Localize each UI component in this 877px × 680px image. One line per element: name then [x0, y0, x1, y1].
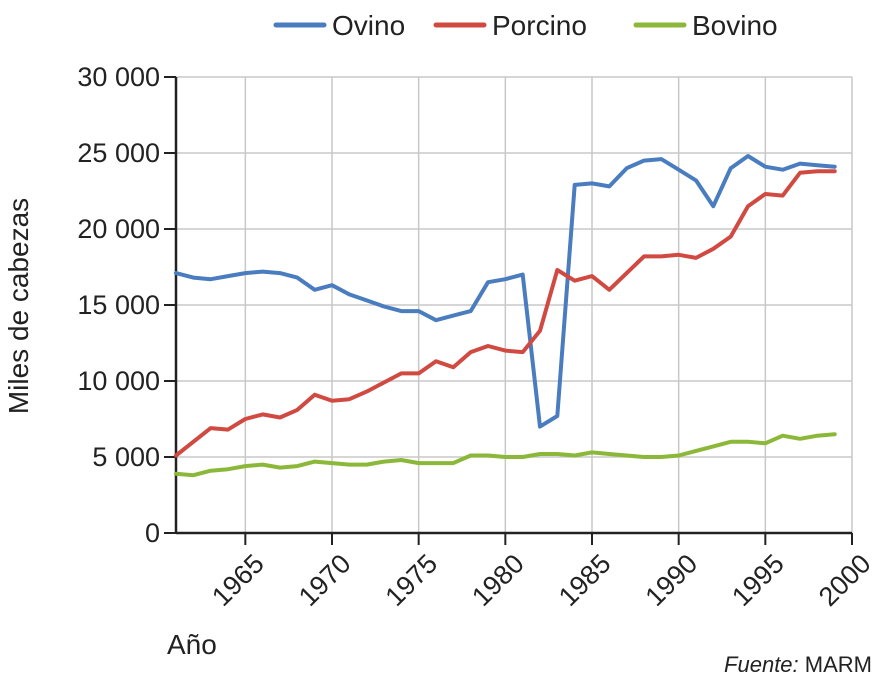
legend-label-ovino: Ovino [332, 10, 405, 41]
series-line-porcino [174, 169, 837, 458]
x-tick-label: 1965 [206, 548, 270, 612]
series-line-bovino [174, 432, 837, 478]
x-tick-label: 1980 [466, 548, 530, 612]
legend-label-bovino: Bovino [692, 10, 778, 41]
x-tick-label: 1995 [726, 548, 790, 612]
x-axis: 1965 1970 1975 1980 1985 1990 1995 2000 [176, 531, 877, 612]
source-note: Fuente: MARM [724, 652, 872, 677]
x-tick-label: 1975 [380, 548, 444, 612]
x-tick-label: 1970 [293, 548, 357, 612]
y-tick-label: 10 000 [77, 366, 160, 396]
legend-label-porcino: Porcino [492, 10, 587, 41]
y-tick-label: 0 [145, 518, 160, 548]
y-tick-label: 30 000 [77, 62, 160, 92]
x-tick-label: 1990 [640, 548, 704, 612]
y-tick-label: 15 000 [77, 290, 160, 320]
y-tick-label: 20 000 [77, 214, 160, 244]
y-axis: 0 5 000 10 000 15 000 20 000 25 000 30 000 [77, 62, 178, 548]
x-axis-title: Año [167, 629, 217, 660]
y-axis-title: Miles de cabezas [3, 198, 34, 414]
series-line-ovino [174, 154, 837, 429]
source-value: MARM [805, 652, 872, 677]
legend: Ovino Porcino Bovino [273, 10, 778, 41]
source-label: Fuente: [724, 652, 799, 677]
grid-lines [176, 76, 853, 533]
y-tick-label: 5 000 [92, 442, 160, 472]
x-tick-label: 1985 [553, 548, 617, 612]
x-tick-label: 2000 [813, 548, 877, 612]
series-lines [174, 154, 837, 478]
y-tick-label: 25 000 [77, 138, 160, 168]
